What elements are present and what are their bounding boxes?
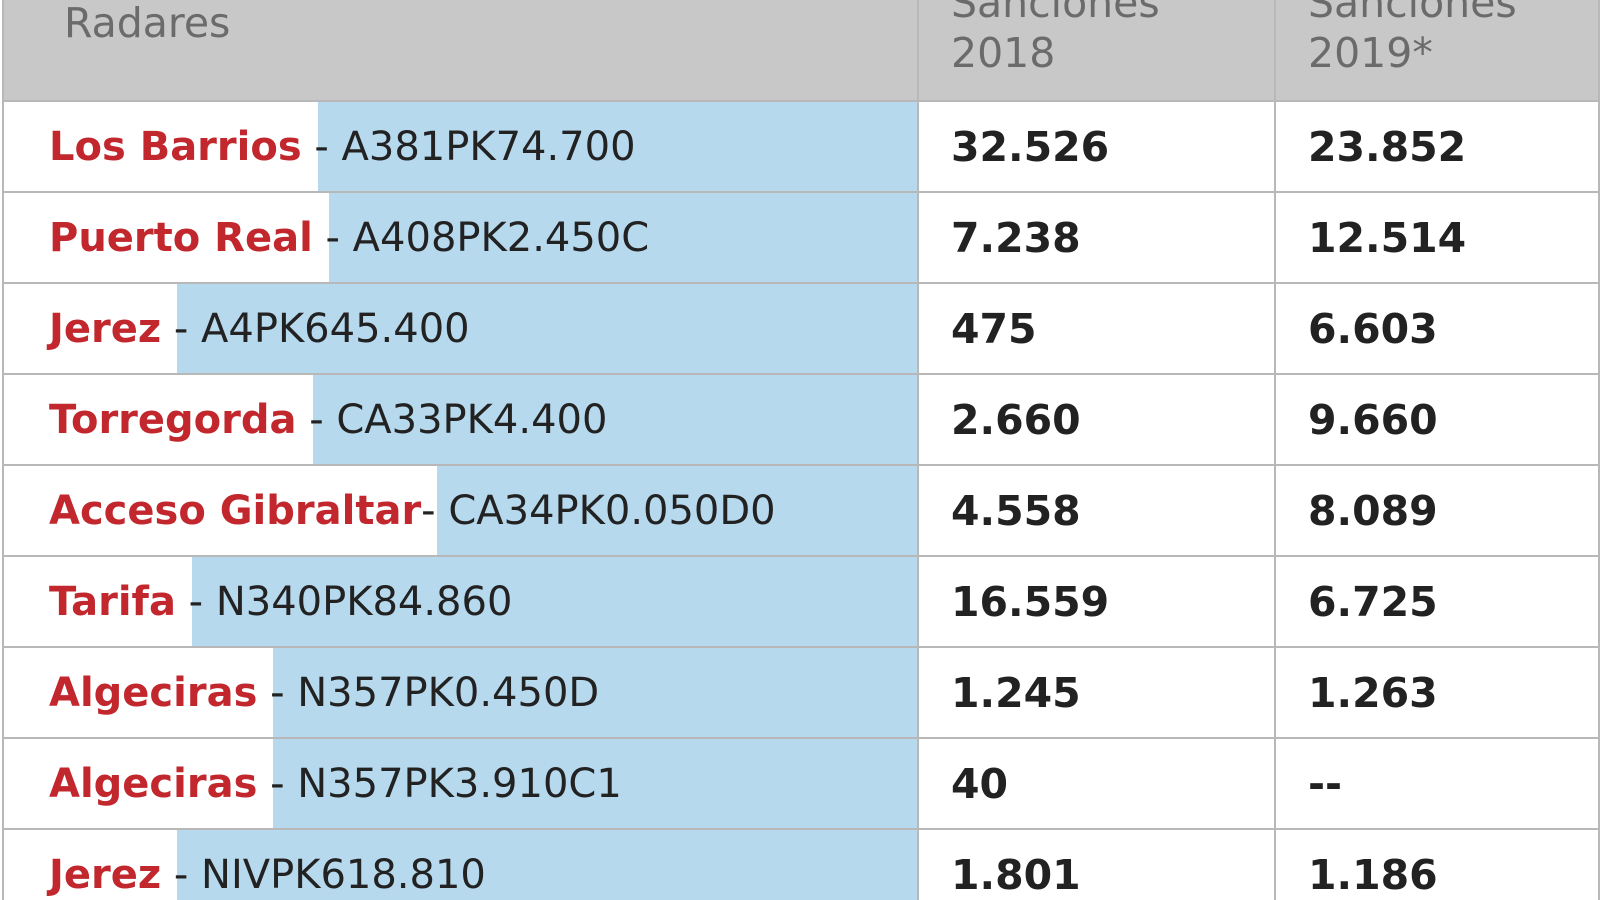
sanciones-2018-value: 7.238	[917, 191, 1276, 284]
radar-code: - A408PK2.450C	[312, 214, 650, 261]
table-row: Los Barrios - A381PK74.700 32.526 23.852	[2, 100, 1600, 193]
radar-city: Torregorda	[49, 396, 297, 443]
radar-city: Puerto Real	[49, 214, 313, 261]
radar-code: - A381PK74.700	[301, 123, 636, 170]
radar-code: - N357PK0.450D	[257, 669, 600, 716]
sanciones-2018-value: 4.558	[917, 464, 1276, 557]
header-sanciones-2019: Sanciones 2019*	[1274, 0, 1600, 102]
sanciones-2018-value: 2.660	[917, 373, 1276, 466]
table-row: Acceso Gibraltar- CA34PK0.050D0 4.558 8.…	[2, 464, 1600, 557]
table-row: Algeciras - N357PK0.450D 1.245 1.263	[2, 646, 1600, 739]
radar-highlight-bar	[177, 831, 916, 900]
radar-code: - NIVPK618.810	[161, 851, 486, 898]
radar-highlight-bar	[318, 103, 916, 190]
table-row: Jerez - A4PK645.400 475 6.603	[2, 282, 1600, 375]
radar-code: - N340PK84.860	[175, 578, 513, 625]
radar-highlight-bar	[329, 194, 916, 281]
sanciones-2019-value: 9.660	[1274, 373, 1600, 466]
header-sanciones-2018: Sanciones 2018	[917, 0, 1276, 102]
radar-cell: Torregorda - CA33PK4.400	[2, 373, 919, 466]
radar-cell: Algeciras - N357PK3.910C1	[2, 737, 919, 830]
radar-code: - A4PK645.400	[161, 305, 470, 352]
radar-code: - CA33PK4.400	[296, 396, 608, 443]
radar-highlight-bar	[313, 376, 916, 463]
radar-cell: Jerez - A4PK645.400	[2, 282, 919, 375]
radar-highlight-bar	[192, 558, 916, 645]
sanciones-2019-value: 1.186	[1274, 828, 1600, 900]
table-row: Tarifa - N340PK84.860 16.559 6.725	[2, 555, 1600, 648]
header-radares: Radares	[2, 0, 919, 102]
sanciones-2019-value: 6.725	[1274, 555, 1600, 648]
sanciones-2018-value: 16.559	[917, 555, 1276, 648]
sanciones-2018-value: 40	[917, 737, 1276, 830]
sanciones-2018-value: 475	[917, 282, 1276, 375]
table-row: Algeciras - N357PK3.910C1 40 --	[2, 737, 1600, 830]
radar-city: Jerez	[49, 851, 162, 898]
table-row: Puerto Real - A408PK2.450C 7.238 12.514	[2, 191, 1600, 284]
radar-cell: Jerez - NIVPK618.810	[2, 828, 919, 900]
radar-cell: Algeciras - N357PK0.450D	[2, 646, 919, 739]
radar-highlight-bar	[273, 740, 916, 827]
radar-code: - N357PK3.910C1	[257, 760, 622, 807]
sanciones-2019-value: 8.089	[1274, 464, 1600, 557]
sanciones-2019-value: 23.852	[1274, 100, 1600, 193]
radar-highlight-bar	[437, 467, 916, 554]
radar-cell: Los Barrios - A381PK74.700	[2, 100, 919, 193]
sanciones-2019-value: 6.603	[1274, 282, 1600, 375]
radar-cell: Puerto Real - A408PK2.450C	[2, 191, 919, 284]
radar-cell: Tarifa - N340PK84.860	[2, 555, 919, 648]
sanciones-2019-value: 12.514	[1274, 191, 1600, 284]
radar-cell: Acceso Gibraltar- CA34PK0.050D0	[2, 464, 919, 557]
table-row: Jerez - NIVPK618.810 1.801 1.186	[2, 828, 1600, 900]
radar-city: Jerez	[49, 305, 162, 352]
sanciones-2018-value: 32.526	[917, 100, 1276, 193]
radar-city: Los Barrios	[49, 123, 302, 170]
radar-city: Tarifa	[49, 578, 176, 625]
sanciones-2019-value: --	[1274, 737, 1600, 830]
table-row: Torregorda - CA33PK4.400 2.660 9.660	[2, 373, 1600, 466]
sanciones-2018-value: 1.801	[917, 828, 1276, 900]
radar-highlight-bar	[177, 285, 916, 372]
sanciones-2019-value: 1.263	[1274, 646, 1600, 739]
radar-city: Algeciras	[49, 760, 258, 807]
sanciones-2018-value: 1.245	[917, 646, 1276, 739]
radar-city: Acceso Gibraltar	[49, 487, 422, 534]
radar-city: Algeciras	[49, 669, 258, 716]
header-row: Radares Sanciones 2018 Sanciones 2019*	[2, 0, 1600, 102]
radar-code: - CA34PK0.050D0	[421, 487, 776, 534]
radar-highlight-bar	[273, 649, 916, 736]
